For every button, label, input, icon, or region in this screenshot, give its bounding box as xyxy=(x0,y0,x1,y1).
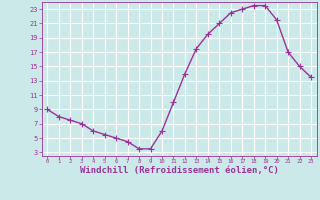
X-axis label: Windchill (Refroidissement éolien,°C): Windchill (Refroidissement éolien,°C) xyxy=(80,166,279,175)
